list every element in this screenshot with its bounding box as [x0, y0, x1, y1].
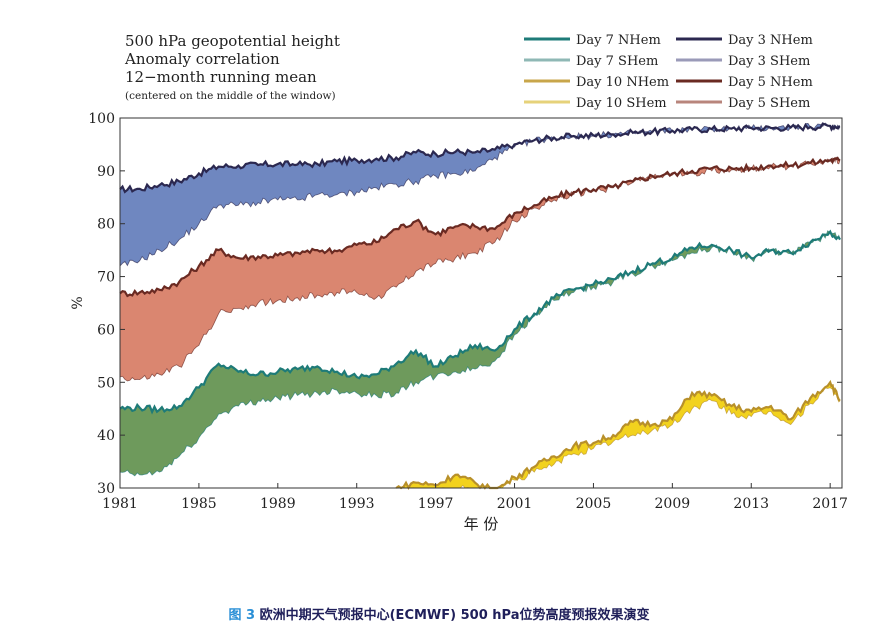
chart-subtitle: (centered on the middle of the window) — [125, 90, 336, 102]
x-tick-label: 2001 — [497, 496, 533, 512]
legend-item-day-10-nhem: Day 10 NHem — [524, 75, 669, 90]
chart-title: 500 hPa geopotential height Anomaly corr… — [124, 32, 340, 102]
title-line-3: 12−month running mean — [125, 68, 317, 86]
y-axis-label: % — [70, 296, 86, 309]
axes: 30 40 50 60 70 80 90 100 1981 1985 1989 1993 1997 200… — [88, 111, 848, 512]
x-tick-label: 1997 — [418, 496, 454, 512]
day-10-nhem-line — [395, 379, 841, 490]
legend-item-day-7-shem: Day 7 SHem — [524, 54, 658, 69]
legend-label: Day 7 SHem — [576, 54, 658, 69]
x-tick-label: 1985 — [181, 496, 217, 512]
x-axis-label: 年 份 — [464, 515, 499, 533]
band-day-7 — [119, 229, 841, 477]
figure-caption: 图 3 欧洲中期天气预报中心(ECMWF) 500 hPa位势高度预报效果演变 — [0, 604, 878, 623]
x-tick-label: 2005 — [576, 496, 612, 512]
figure-caption-text: 欧洲中期天气预报中心(ECMWF) 500 hPa位势高度预报效果演变 — [255, 608, 650, 623]
y-tick-label: 90 — [97, 164, 115, 180]
legend-item-day-10-shem: Day 10 SHem — [524, 96, 667, 111]
legend-item-day-3-nhem: Day 3 NHem — [676, 33, 813, 48]
y-tick-label: 80 — [97, 217, 115, 233]
x-tick-label: 1981 — [102, 496, 138, 512]
legend-label: Day 5 NHem — [728, 75, 813, 90]
legend-label: Day 10 NHem — [576, 75, 669, 90]
day-10-fill — [396, 382, 840, 488]
day-3-fill — [120, 123, 840, 266]
title-line-1: 500 hPa geopotential height — [125, 32, 340, 50]
title-line-2: Anomaly correlation — [124, 50, 280, 68]
legend-item-day-7-nhem: Day 7 NHem — [524, 33, 661, 48]
legend-label: Day 3 NHem — [728, 33, 813, 48]
legend-label: Day 7 NHem — [576, 33, 661, 48]
y-tick-label: 40 — [97, 428, 115, 444]
day-7-fill — [120, 230, 840, 476]
legend-item-day-5-nhem: Day 5 NHem — [676, 75, 813, 90]
x-tick-label: 1993 — [339, 496, 375, 512]
y-tick-label: 60 — [97, 322, 115, 338]
day-3-shem-line — [119, 122, 841, 267]
legend: Day 7 NHem Day 3 NHem Day 7 SHem Day 3 SHem… — [524, 33, 813, 111]
plot-frame — [119, 117, 843, 489]
legend-label: Day 10 SHem — [576, 96, 667, 111]
band-day-10 — [395, 379, 841, 490]
forecast-bands — [119, 122, 841, 490]
legend-item-day-3-shem: Day 3 SHem — [676, 54, 810, 69]
legend-item-day-5-shem: Day 5 SHem — [676, 96, 810, 111]
legend-label: Day 5 SHem — [728, 96, 810, 111]
y-tick-label: 100 — [88, 111, 115, 127]
y-tick-label: 70 — [97, 270, 115, 286]
day-7-shem-line — [119, 230, 841, 477]
x-tick-label: 2009 — [655, 496, 691, 512]
anomaly-correlation-chart: 30 40 50 60 70 80 90 100 1981 1985 1989 1993 1997 200… — [70, 32, 848, 533]
day-5-fill — [120, 156, 840, 381]
legend-label: Day 3 SHem — [728, 54, 810, 69]
x-tick-label: 2013 — [733, 496, 769, 512]
figure-number: 图 3 — [228, 608, 256, 623]
band-day-5 — [119, 156, 841, 382]
x-tick-label: 2017 — [812, 496, 848, 512]
day-5-shem-line — [119, 156, 841, 382]
y-tick-label: 30 — [97, 481, 115, 497]
band-day-3 — [119, 122, 841, 267]
day-7-nhem-line — [119, 229, 841, 415]
x-tick-label: 1989 — [260, 496, 296, 512]
day-3-nhem-line — [119, 122, 841, 194]
y-tick-label: 50 — [97, 375, 115, 391]
day-5-nhem-line — [119, 156, 841, 298]
